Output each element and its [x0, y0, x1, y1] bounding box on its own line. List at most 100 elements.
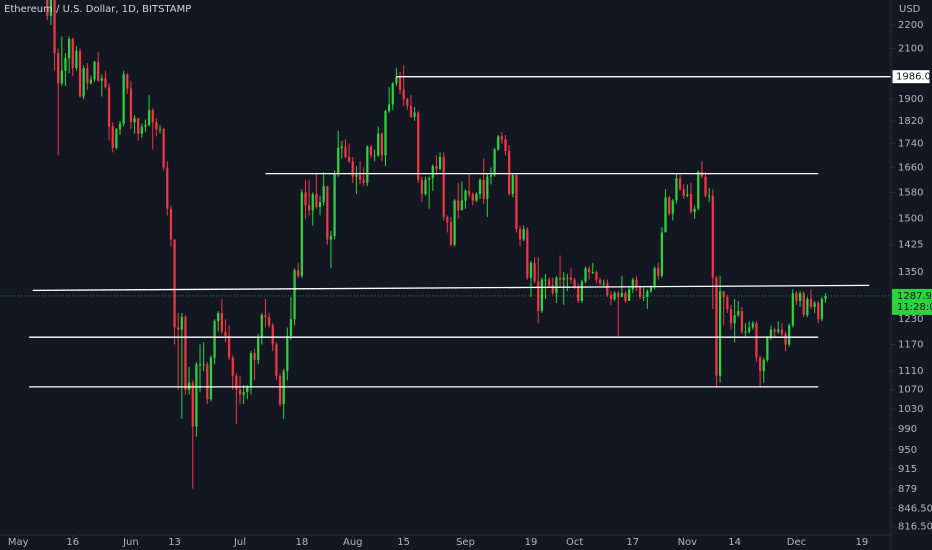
currency-label: USD: [899, 4, 921, 15]
last-price-tag: [892, 288, 932, 315]
candle-body: [217, 313, 220, 322]
x-tick-label: 13: [168, 537, 181, 548]
candle-body: [700, 172, 704, 177]
candle-body: [533, 262, 536, 282]
candle-body: [271, 325, 274, 345]
candle-body: [420, 179, 423, 195]
candle-body: [689, 194, 693, 213]
candle-body: [322, 186, 325, 203]
candle-body: [337, 148, 340, 174]
candle-body: [89, 79, 93, 84]
candle-body: [282, 371, 285, 405]
candle-body: [104, 78, 107, 88]
candle-body: [511, 175, 514, 195]
candle-body: [548, 279, 551, 286]
candle-body: [751, 323, 754, 328]
candle-body: [675, 178, 678, 201]
candle-body: [238, 389, 242, 395]
y-tick-label: 1350: [898, 267, 923, 278]
candle-body: [289, 319, 293, 336]
chart-title: Ethereum / U.S. Dollar, 1D, BITSTAMP: [4, 4, 191, 15]
candle-body: [478, 179, 482, 195]
candle-body: [406, 99, 409, 106]
candle-body: [493, 149, 496, 176]
candle-body: [97, 61, 100, 81]
candle-body: [468, 190, 471, 195]
candle-body: [388, 104, 391, 112]
candle-body: [260, 315, 263, 339]
x-tick-label: Jun: [122, 537, 139, 548]
candle-body: [657, 268, 660, 276]
candle-body: [453, 200, 456, 245]
candle-body: [202, 364, 205, 366]
candle-body: [449, 222, 453, 245]
candle-body: [428, 178, 431, 180]
x-tick-label: Jul: [233, 537, 246, 548]
candle-body: [315, 194, 318, 208]
candle-body: [802, 293, 805, 316]
candle-body: [598, 279, 602, 284]
candle-body: [737, 311, 740, 316]
candle-body: [198, 364, 202, 366]
candle-body: [780, 329, 784, 334]
x-tick-label: 18: [295, 537, 308, 548]
candle-body: [609, 295, 613, 300]
candle-body: [577, 287, 580, 302]
candle-body: [624, 293, 627, 302]
candle-body: [664, 197, 667, 233]
candle-body: [682, 189, 685, 196]
x-tick-label: Sep: [456, 537, 475, 548]
candle-body: [471, 194, 474, 201]
candle-body: [733, 315, 736, 324]
candle-body: [227, 335, 231, 358]
x-tick-label: 19: [856, 537, 869, 548]
x-tick-label: May: [8, 537, 29, 548]
x-tick-label: 14: [728, 537, 741, 548]
candle-body: [431, 165, 434, 179]
candle-body: [373, 155, 376, 157]
candle-body: [726, 297, 729, 310]
candle-body: [147, 109, 151, 126]
candle-body: [813, 302, 816, 307]
candle-body: [249, 353, 253, 388]
candle-body: [413, 112, 416, 117]
candle-body: [78, 50, 82, 97]
candle-body: [653, 268, 656, 288]
candle-body: [86, 68, 89, 84]
candle-body: [569, 277, 573, 280]
candle-body: [158, 129, 162, 131]
candle-body: [122, 74, 125, 124]
candle-body: [398, 76, 402, 90]
y-tick-label: 915: [898, 464, 917, 475]
candle-body: [64, 58, 67, 71]
candle-body: [253, 353, 256, 360]
candle-body: [224, 331, 227, 336]
y-tick-label: 816.50: [898, 522, 932, 533]
candle-body: [424, 179, 427, 195]
candle-body: [777, 329, 780, 332]
candle-body: [278, 375, 282, 405]
candle-body: [529, 262, 533, 278]
candle-body: [107, 87, 111, 127]
candle-body: [806, 299, 809, 316]
candle-body: [446, 217, 449, 223]
candle-body: [384, 111, 387, 156]
candle-body: [646, 291, 649, 298]
candle-body: [355, 175, 358, 177]
y-tick-label: 1900: [898, 94, 923, 105]
candle-body: [748, 327, 751, 332]
candle-body: [791, 293, 794, 326]
candle-body: [402, 89, 405, 100]
candle-body: [267, 317, 271, 326]
y-tick-label: 1660: [898, 162, 923, 173]
candle-body: [729, 309, 733, 324]
candle-body: [595, 272, 598, 280]
candle-body: [820, 299, 824, 320]
x-tick-label: 19: [525, 537, 538, 548]
candle-body: [464, 190, 467, 201]
candle-body: [333, 173, 336, 236]
candle-body: [642, 297, 645, 299]
candle-body: [318, 202, 322, 208]
candle-body: [162, 129, 165, 168]
